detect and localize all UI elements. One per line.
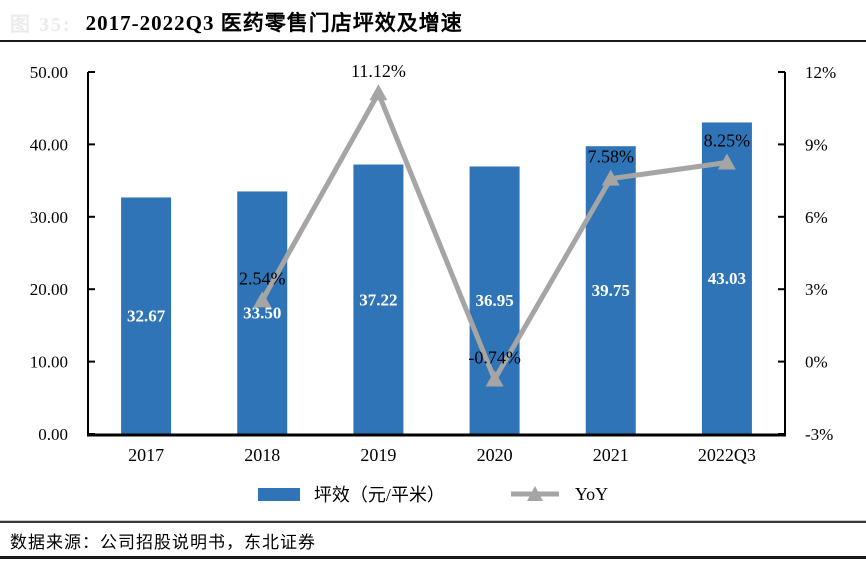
x-axis-label: 2017 <box>128 445 164 465</box>
x-axis-label: 2019 <box>360 445 396 465</box>
right-axis-tick-label: -3% <box>805 425 833 444</box>
left-axis-tick-label: 40.00 <box>30 135 68 154</box>
legend-bar-label: 坪效（元/平米） <box>313 485 445 505</box>
right-axis-tick-label: 3% <box>805 280 828 299</box>
left-axis-tick-label: 30.00 <box>30 208 68 227</box>
bar-value-label: 39.75 <box>592 281 630 300</box>
bar-value-label: 37.22 <box>359 290 397 309</box>
x-axis-label: 2022Q3 <box>698 445 756 465</box>
data-source: 数据来源：公司招股说明书，东北证券 <box>10 533 316 552</box>
left-axis-tick-label: 50.00 <box>30 63 68 82</box>
bar-2017 <box>121 197 172 434</box>
x-axis-label: 2020 <box>477 445 513 465</box>
yoy-point-label: 8.25% <box>704 131 751 151</box>
bar-2018 <box>237 191 288 434</box>
x-axis-label: 2018 <box>244 445 280 465</box>
yoy-marker <box>601 169 620 186</box>
yoy-point-label: 11.12% <box>351 61 406 81</box>
bar-2021 <box>585 146 636 434</box>
legend: 坪效（元/平米） YoY <box>0 480 866 508</box>
yoy-marker <box>717 153 736 170</box>
yoy-point-label: 7.58% <box>588 147 635 167</box>
right-axis-tick-label: 6% <box>805 208 828 227</box>
left-axis-tick-label: 10.00 <box>30 353 68 372</box>
x-axis-label: 2021 <box>593 445 629 465</box>
bar-2022Q3 <box>701 122 752 434</box>
yoy-marker <box>485 370 504 387</box>
title-divider <box>0 40 866 42</box>
legend-bar-swatch <box>257 487 300 501</box>
legend-triangle-marker-icon <box>526 486 543 501</box>
yoy-marker <box>253 291 272 308</box>
yoy-marker <box>369 84 388 101</box>
right-axis-tick-label: 0% <box>805 353 828 372</box>
legend-line-label: YoY <box>574 483 609 504</box>
source-divider <box>0 520 866 523</box>
bar-value-label: 32.67 <box>127 307 166 326</box>
combo-chart: 32.67 33.50 37.22 36.95 39.75 43.03 0.00 10.00 2… <box>30 61 836 465</box>
right-axis-tick-label: 12% <box>805 63 836 82</box>
chart-title: 2017-2022Q3 医药零售门店坪效及增速 <box>85 11 463 35</box>
bar-2020 <box>469 166 520 434</box>
bar-2019 <box>353 164 404 434</box>
left-axis-tick-label: 0.00 <box>38 425 68 444</box>
yoy-point-label: -0.74% <box>468 347 521 367</box>
bar-value-label: 43.03 <box>708 269 746 288</box>
figure-number-faint: 图 35: <box>10 13 72 36</box>
right-axis-tick-label: 9% <box>805 135 828 154</box>
bar-value-label: 36.95 <box>475 291 513 310</box>
bottom-border <box>0 556 866 559</box>
bar-value-label: 33.50 <box>243 304 281 323</box>
left-axis-tick-label: 20.00 <box>30 280 68 299</box>
yoy-point-label: 2.54% <box>239 268 286 288</box>
legend-line-swatch <box>510 486 559 501</box>
chart-header: 图 35: 2017-2022Q3 医药零售门店坪效及增速 <box>10 6 856 38</box>
